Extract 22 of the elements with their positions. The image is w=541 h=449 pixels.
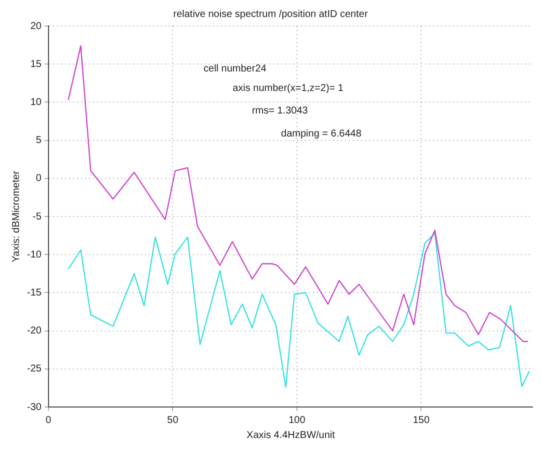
y-tick-label: -20 bbox=[27, 326, 42, 337]
y-tick-label: -5 bbox=[32, 211, 42, 222]
annotation: rms= 1.3043 bbox=[252, 106, 308, 117]
y-tick-label: 5 bbox=[36, 135, 42, 146]
x-tick-label: 0 bbox=[46, 414, 52, 426]
annotation: damping = 6.6448 bbox=[281, 128, 362, 140]
y-tick-label: -10 bbox=[27, 249, 42, 260]
y-tick-label: -30 bbox=[27, 402, 42, 413]
y-tick-label: 10 bbox=[30, 96, 42, 108]
annotation: cell number24 bbox=[204, 64, 267, 75]
x-tick-label: 50 bbox=[167, 414, 179, 426]
y-tick-label: -15 bbox=[27, 287, 42, 298]
y-tick-label: 0 bbox=[36, 173, 42, 184]
x-axis-title: Xaxis 4.4HzBW/unit bbox=[246, 430, 336, 441]
chart-title: relative noise spectrum /position atID center bbox=[173, 8, 368, 20]
annotation: axis number(x=1,z=2)= 1 bbox=[232, 82, 344, 94]
x-tick-label: 150 bbox=[412, 414, 430, 426]
y-tick-label: -25 bbox=[27, 364, 42, 375]
y-tick-label: 15 bbox=[30, 58, 42, 70]
x-tick-label: 100 bbox=[288, 414, 306, 426]
y-axis-title: Yaxis: dBMicrometer bbox=[10, 170, 22, 262]
y-tick-label: 20 bbox=[30, 20, 42, 32]
